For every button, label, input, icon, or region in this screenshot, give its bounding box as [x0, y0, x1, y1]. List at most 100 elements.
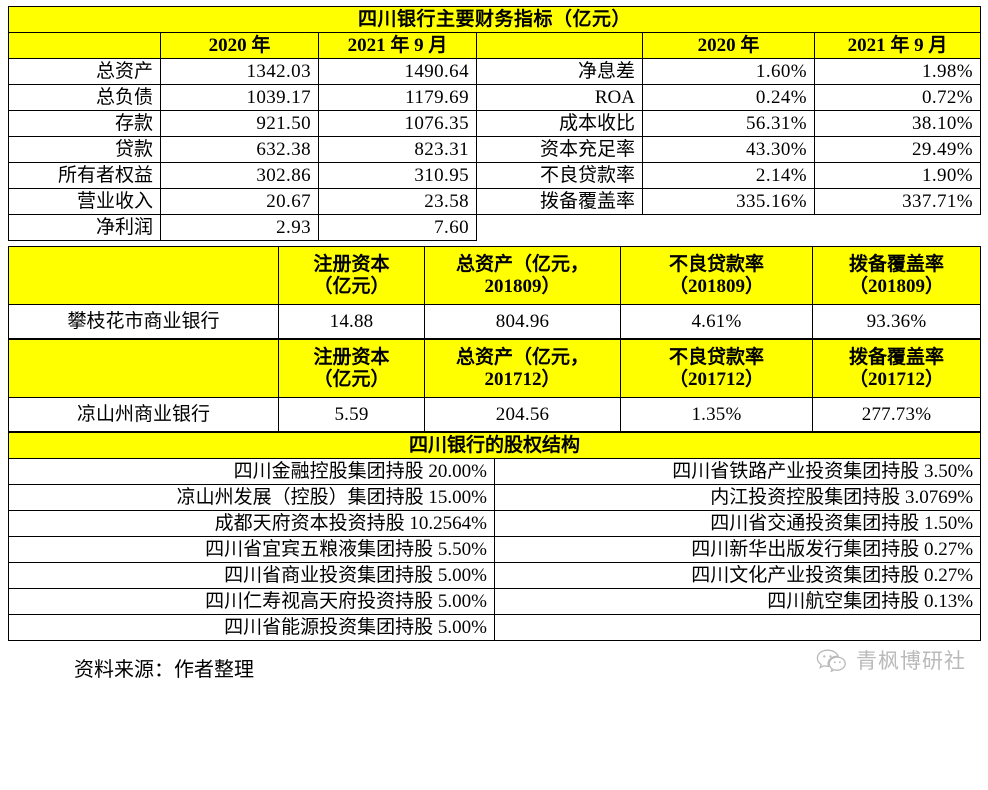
value-provision-coverage-2020: 335.16% [642, 188, 815, 215]
header-2020-right: 2020 年 [642, 32, 815, 59]
source-note: 资料来源：作者整理 [74, 659, 254, 681]
value-total-liabilities-2021: 1179.69 [318, 84, 477, 111]
header-blank-left [8, 32, 161, 59]
page-title: 四川银行主要财务指标（亿元） [7, 6, 982, 33]
value-operating-income-2020: 20.67 [160, 188, 319, 215]
shareholder-left: 四川省能源投资集团持股 5.00% [8, 614, 495, 641]
value-deposits-2020: 921.50 [160, 110, 319, 137]
row-label-roa: ROA [476, 84, 643, 111]
panzhihua-registered-capital: 14.88 [278, 304, 425, 339]
shareholder-left: 四川省商业投资集团持股 5.00% [8, 562, 495, 589]
row-label-deposits: 存款 [8, 110, 161, 137]
list-item: 四川省能源投资集团持股 5.00% [8, 614, 982, 641]
value-npl-ratio-2020: 2.14% [642, 162, 815, 189]
liangshan-header-registered-capital: 注册资本 （亿元） [278, 339, 425, 398]
header-line-1: 拨备覆盖率 [848, 253, 944, 275]
row-label-total-assets: 总资产 [8, 58, 161, 85]
list-item: 四川省商业投资集团持股 5.00% 四川文化产业投资集团持股 0.27% [8, 562, 982, 589]
header-line-2: （201809） [668, 275, 764, 297]
panzhihua-header-row: 注册资本 （亿元） 总资产（亿元， 201809） 不良贷款率 （201809）… [8, 246, 981, 305]
value-deposits-2021: 1076.35 [318, 110, 477, 137]
empty-cell [642, 214, 815, 241]
value-nim-2020: 1.60% [642, 58, 815, 85]
header-line-2: （亿元） [313, 368, 390, 390]
panzhihua-header-registered-capital: 注册资本 （亿元） [278, 246, 425, 305]
shareholder-left: 成都天府资本投资持股 10.2564% [8, 510, 495, 537]
liangshan-header-total-assets: 总资产（亿元， 201712） [424, 339, 621, 398]
row-label-nim: 净息差 [476, 58, 643, 85]
header-2021-09-left: 2021 年 9 月 [318, 32, 477, 59]
empty-cell [476, 214, 643, 241]
header-line-1: 总资产（亿元， [455, 253, 589, 275]
header-line-1: 注册资本 [313, 346, 390, 368]
value-owners-equity-2020: 302.86 [160, 162, 319, 189]
value-provision-coverage-2021: 337.71% [813, 188, 982, 215]
panzhihua-header-blank [8, 246, 279, 305]
financial-indicators-table: 四川银行主要财务指标（亿元） 2020 年 2021 年 9 月 2020 年 … [7, 6, 982, 241]
liangshan-header-blank [8, 339, 279, 398]
row-label-net-profit: 净利润 [8, 214, 161, 241]
value-net-profit-2020: 2.93 [160, 214, 319, 241]
shareholder-right: 四川省交通投资集团持股 1.50% [493, 510, 982, 537]
list-item: 四川仁寿视高天府投资持股 5.00% 四川航空集团持股 0.13% [8, 588, 982, 615]
table-row: 所有者权益 302.86 310.95 不良贷款率 2.14% 1.90% [8, 162, 982, 189]
value-loans-2020: 632.38 [160, 136, 319, 163]
panzhihua-bank-table: 注册资本 （亿元） 总资产（亿元， 201809） 不良贷款率 （201809）… [8, 246, 981, 339]
panzhihua-provision-coverage: 93.36% [812, 304, 981, 339]
value-owners-equity-2021: 310.95 [318, 162, 477, 189]
row-label-car: 资本充足率 [476, 136, 643, 163]
row-label-loans: 贷款 [8, 136, 161, 163]
row-label-npl-ratio: 不良贷款率 [476, 162, 643, 189]
table-row: 凉山州商业银行 5.59 204.56 1.35% 277.73% [8, 397, 981, 432]
liangshan-header-row: 注册资本 （亿元） 总资产（亿元， 201712） 不良贷款率 （201712）… [8, 339, 981, 398]
value-roa-2021: 0.72% [813, 84, 982, 111]
shareholder-right: 内江投资控股集团持股 3.0769% [493, 484, 982, 511]
panzhihua-header-total-assets: 总资产（亿元， 201809） [424, 246, 621, 305]
liangshan-header-provision-coverage: 拨备覆盖率 （201712） [812, 339, 981, 398]
panzhihua-npl-ratio: 4.61% [620, 304, 813, 339]
header-2021-09-right: 2021 年 9 月 [813, 32, 982, 59]
value-operating-income-2021: 23.58 [318, 188, 477, 215]
equity-structure-title: 四川银行的股权结构 [7, 432, 982, 459]
value-nim-2021: 1.98% [813, 58, 982, 85]
shareholder-right: 四川航空集团持股 0.13% [493, 588, 982, 615]
header-2020-left: 2020 年 [160, 32, 319, 59]
shareholder-left: 四川金融控股集团持股 20.00% [8, 458, 495, 485]
row-label-owners-equity: 所有者权益 [8, 162, 161, 189]
header-line-2: （201712） [848, 368, 944, 390]
table-title-row: 四川银行主要财务指标（亿元） [7, 6, 982, 33]
liangshan-bank-name: 凉山州商业银行 [8, 397, 279, 432]
header-line-1: 注册资本 [313, 253, 390, 275]
equity-structure-title-row: 四川银行的股权结构 [7, 432, 982, 459]
table-row: 总负债 1039.17 1179.69 ROA 0.24% 0.72% [8, 84, 982, 111]
panzhihua-header-npl-ratio: 不良贷款率 （201809） [620, 246, 813, 305]
list-item: 凉山州发展（控股）集团持股 15.00% 内江投资控股集团持股 3.0769% [8, 484, 982, 511]
row-label-cost-income-ratio: 成本收比 [476, 110, 643, 137]
liangshan-total-assets: 204.56 [424, 397, 621, 432]
liangshan-npl-ratio: 1.35% [620, 397, 813, 432]
table-row: 贷款 632.38 823.31 资本充足率 43.30% 29.49% [8, 136, 982, 163]
table-row: 攀枝花市商业银行 14.88 804.96 4.61% 93.36% [8, 304, 981, 339]
value-car-2020: 43.30% [642, 136, 815, 163]
shareholder-left: 四川仁寿视高天府投资持股 5.00% [8, 588, 495, 615]
table-row: 存款 921.50 1076.35 成本收比 56.31% 38.10% [8, 110, 982, 137]
row-label-provision-coverage: 拨备覆盖率 [476, 188, 643, 215]
value-roa-2020: 0.24% [642, 84, 815, 111]
value-total-assets-2020: 1342.03 [160, 58, 319, 85]
footer: 资料来源：作者整理 青枫博研社 [8, 649, 980, 691]
value-total-assets-2021: 1490.64 [318, 58, 477, 85]
value-net-profit-2021: 7.60 [318, 214, 477, 241]
header-line-1: 不良贷款率 [668, 346, 764, 368]
liangshan-header-npl-ratio: 不良贷款率 （201712） [620, 339, 813, 398]
header-line-1: 不良贷款率 [668, 253, 764, 275]
table-row: 净利润 2.93 7.60 [8, 214, 981, 241]
value-car-2021: 29.49% [813, 136, 982, 163]
header-line-1: 拨备覆盖率 [848, 346, 944, 368]
header-line-2: （亿元） [313, 275, 390, 297]
header-blank-mid [476, 32, 643, 59]
equity-structure-table: 四川银行的股权结构 四川金融控股集团持股 20.00% 四川省铁路产业投资集团持… [7, 432, 982, 641]
panzhihua-total-assets: 804.96 [424, 304, 621, 339]
shareholder-right: 四川新华出版发行集团持股 0.27% [493, 536, 982, 563]
watermark-text: 青枫博研社 [856, 650, 966, 673]
